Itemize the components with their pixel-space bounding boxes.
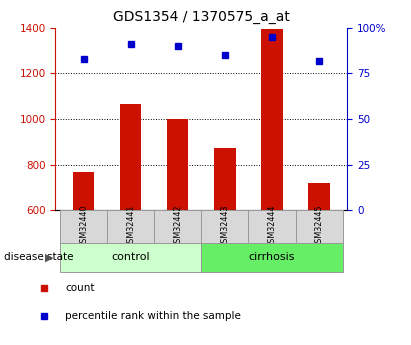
Bar <box>261 29 283 210</box>
Bar <box>167 119 189 210</box>
Bar <box>60 243 201 272</box>
Text: ▶: ▶ <box>45 253 54 262</box>
Bar <box>214 148 236 210</box>
Bar <box>120 104 141 210</box>
Text: count: count <box>65 283 95 293</box>
Bar <box>73 171 94 210</box>
Bar <box>60 210 107 243</box>
Text: GSM32441: GSM32441 <box>126 205 135 248</box>
Bar <box>249 210 296 243</box>
Text: percentile rank within the sample: percentile rank within the sample <box>65 311 241 321</box>
Bar <box>201 210 249 243</box>
Text: cirrhosis: cirrhosis <box>249 253 295 262</box>
Text: control: control <box>111 253 150 262</box>
Bar <box>309 183 330 210</box>
Bar <box>154 210 201 243</box>
Text: GSM32444: GSM32444 <box>268 205 277 248</box>
Text: GSM32440: GSM32440 <box>79 205 88 248</box>
Title: GDS1354 / 1370575_a_at: GDS1354 / 1370575_a_at <box>113 10 290 24</box>
Text: GSM32443: GSM32443 <box>220 205 229 248</box>
Bar <box>107 210 154 243</box>
Text: GSM32442: GSM32442 <box>173 205 182 248</box>
Bar <box>201 243 343 272</box>
Bar <box>296 210 343 243</box>
Text: GSM32445: GSM32445 <box>314 205 323 248</box>
Text: disease state: disease state <box>4 253 74 262</box>
